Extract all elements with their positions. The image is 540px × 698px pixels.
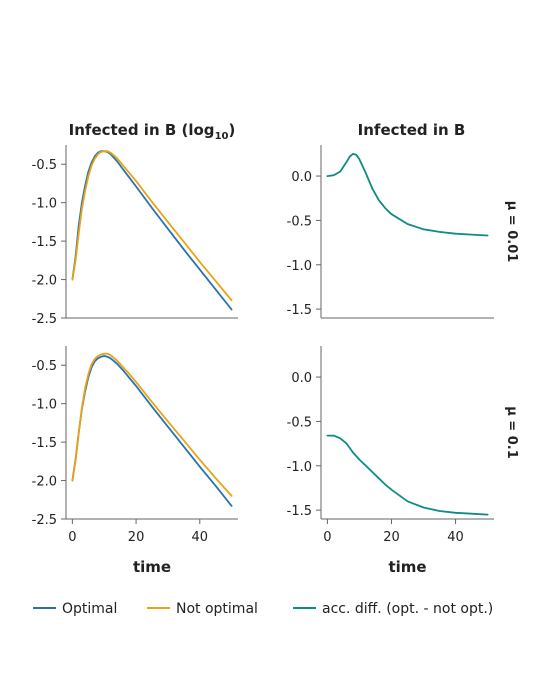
panel-top-left: -2.5 -2.0 -1.5 -1.0 -0.5 Infected in B (log10… [32, 121, 238, 327]
y-tick-label: -1.5 [32, 436, 57, 451]
panels: -2.5 -2.0 -1.5 -1.0 -0.5 Infected in B (log10… [32, 121, 519, 576]
legend-item-not-optimal: Not optimal [147, 601, 258, 617]
x-axis-label: time [388, 558, 426, 576]
y-tick-label: -1.5 [287, 303, 312, 318]
panel-bottom-left: -2.5 -2.0 -1.5 -1.0 -0.5 0 20 40 time [32, 346, 238, 576]
x-tick-label: 40 [192, 530, 209, 545]
x-tick-label: 40 [447, 530, 464, 545]
panel-bottom-right: -1.5 -1.0 -0.5 0.0 0 20 40 time μ = 0.1 [287, 346, 519, 576]
panel-top-right: -1.5 -1.0 -0.5 0.0 Infected in B μ = 0.01 [287, 121, 519, 319]
y-tick-label: -0.5 [32, 359, 57, 374]
y-tick-label: -2.5 [32, 312, 57, 327]
panel-title: Infected in B [358, 121, 466, 139]
series-line-not-optimal [71, 352, 233, 497]
legend: Optimal Not optimal acc. diff. (opt. - n… [33, 601, 493, 617]
panel-title: Infected in B (log10) [69, 121, 236, 142]
legend-label-not-optimal: Not optimal [176, 601, 258, 617]
y-tick-label: -0.5 [32, 158, 57, 173]
row-label: μ = 0.1 [504, 406, 519, 459]
y-tick-label: -2.0 [32, 475, 57, 490]
y-tick-label: -1.5 [32, 235, 57, 250]
y-tick-label: -0.5 [287, 214, 312, 229]
legend-label-acc-diff: acc. diff. (opt. - not opt.) [322, 601, 493, 617]
y-tick-label: -1.0 [287, 460, 312, 475]
y-tick-label: -1.0 [32, 197, 57, 212]
x-axis-label: time [133, 558, 171, 576]
y-tick-label: -1.0 [32, 398, 57, 413]
x-tick-label: 0 [323, 530, 331, 545]
x-tick-label: 20 [128, 530, 145, 545]
y-tick-label: -1.0 [287, 259, 312, 274]
x-tick-label: 20 [383, 530, 400, 545]
y-tick-label: 0.0 [291, 371, 312, 386]
y-tick-label: -1.5 [287, 504, 312, 519]
y-tick-label: -0.5 [287, 415, 312, 430]
series-line-acc-diff-opt-not-opt [326, 434, 489, 516]
series-line-not-optimal [71, 150, 233, 302]
x-tick-label: 0 [68, 530, 76, 545]
y-tick-label: -2.0 [32, 274, 57, 289]
series-line-optimal [71, 355, 233, 507]
legend-item-optimal: Optimal [33, 601, 117, 617]
y-tick-label: -2.5 [32, 513, 57, 528]
y-tick-label: 0.0 [291, 170, 312, 185]
row-label: μ = 0.01 [504, 201, 519, 263]
legend-label-optimal: Optimal [62, 601, 117, 617]
legend-item-acc-diff: acc. diff. (opt. - not opt.) [293, 601, 493, 617]
series-line-acc-diff-opt-not-opt [326, 152, 489, 237]
series-line-optimal [71, 150, 233, 311]
